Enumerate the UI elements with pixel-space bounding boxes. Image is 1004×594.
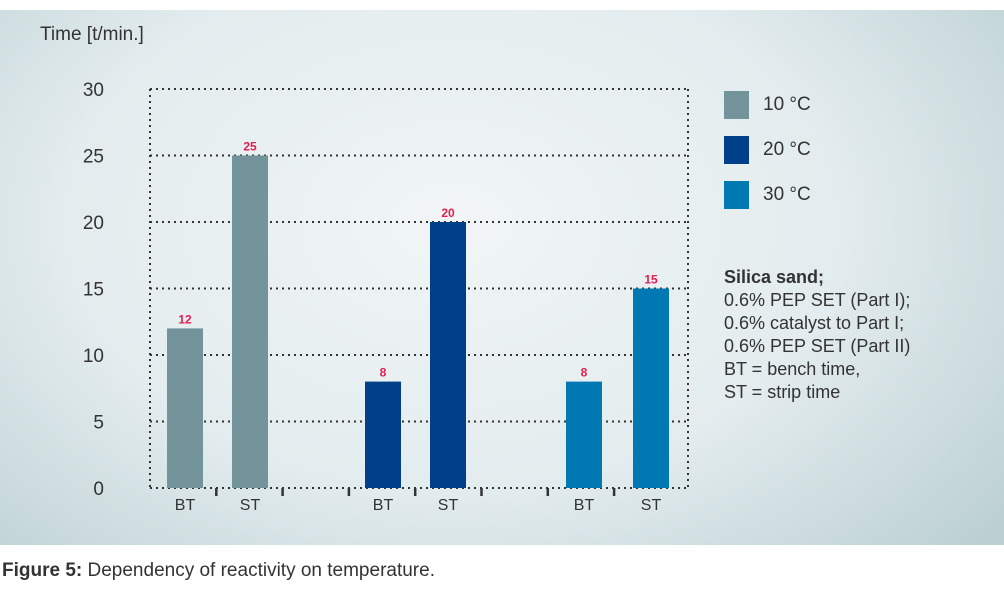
caption-label: Figure 5:: [2, 560, 83, 581]
legend-label: 20 °C: [763, 139, 811, 160]
x-tick-label: BT: [373, 497, 394, 514]
bar: [232, 155, 268, 488]
data-label: 15: [644, 273, 658, 287]
y-tick-label: 25: [83, 147, 104, 168]
note-line: ST = strip time: [724, 382, 841, 402]
legend-swatch: [724, 181, 749, 209]
data-label: 12: [178, 312, 192, 326]
bar: [430, 222, 466, 488]
note-line: 0.6% PEP SET (Part II): [724, 336, 911, 356]
data-label: 25: [243, 140, 257, 154]
bar: [365, 381, 401, 488]
legend-label: 30 °C: [763, 184, 811, 205]
caption-text: Dependency of reactivity on temperature.: [82, 560, 435, 581]
x-tick-label: BT: [175, 497, 196, 514]
data-label: 20: [441, 206, 455, 220]
y-tick-label: 5: [93, 413, 104, 434]
x-tick-label: ST: [438, 497, 459, 514]
y-tick-label: 20: [83, 213, 104, 234]
legend-item: 20 °C: [724, 136, 811, 164]
data-label: 8: [380, 366, 387, 380]
legend-label: 10 °C: [763, 94, 811, 115]
chart-notes: Silica sand; 0.6% PEP SET (Part I); 0.6%…: [724, 266, 910, 404]
y-tick-label: 0: [93, 479, 104, 500]
note-line: BT = bench time,: [724, 359, 861, 379]
x-tick-label: ST: [240, 497, 261, 514]
note-line: Silica sand;: [724, 267, 825, 287]
bar: [167, 328, 203, 488]
y-axis-label: Time [t/min.]: [40, 24, 144, 45]
y-tick-label: 15: [83, 280, 104, 301]
note-line: 0.6% catalyst to Part I;: [724, 313, 905, 333]
y-tick-label: 10: [83, 346, 104, 367]
figure-caption: Figure 5: Dependency of reactivity on te…: [2, 560, 435, 582]
bar: [633, 288, 669, 488]
legend-item: 30 °C: [724, 181, 811, 209]
legend-item: 10 °C: [724, 91, 811, 119]
x-tick-label: BT: [574, 497, 595, 514]
y-tick-label: 30: [83, 80, 104, 101]
legend-swatch: [724, 91, 749, 119]
legend-swatch: [724, 136, 749, 164]
note-line: 0.6% PEP SET (Part I);: [724, 290, 911, 310]
bar: [566, 381, 602, 488]
data-label: 8: [581, 366, 588, 380]
x-tick-label: ST: [641, 497, 662, 514]
